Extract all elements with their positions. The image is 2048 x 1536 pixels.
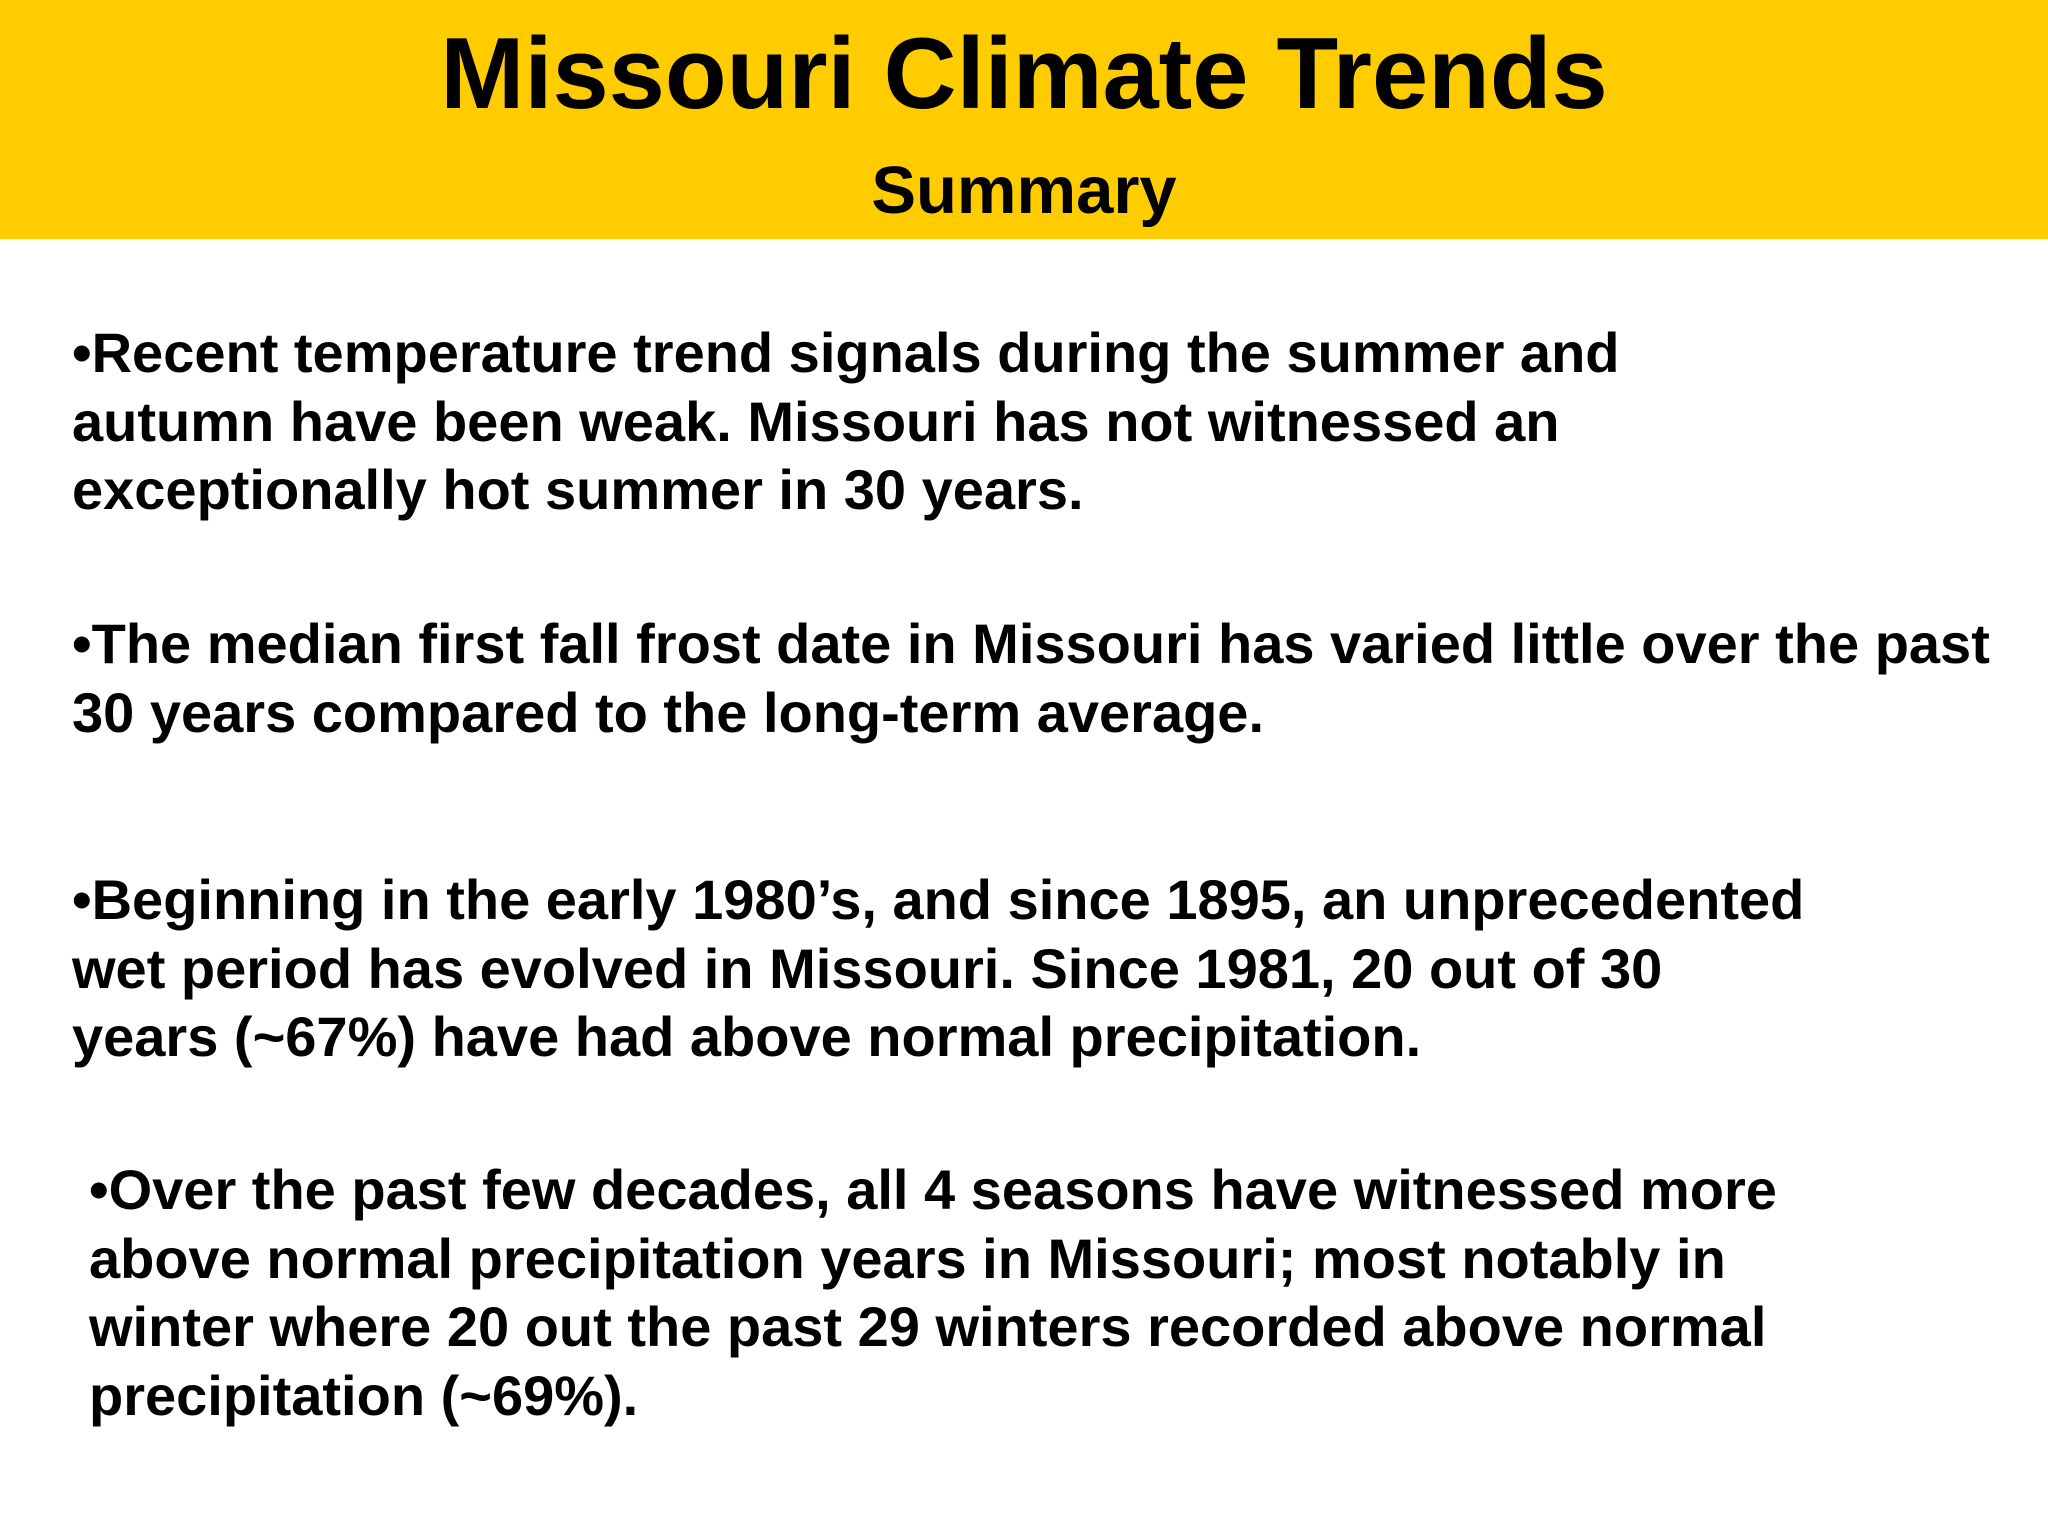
bullet-line: years (~67%) have had above normal preci… — [72, 1005, 1422, 1068]
bullet: •The median first fall frost date in Mis… — [72, 610, 1990, 747]
bullet-line: winter where 20 out the past 29 winters … — [89, 1295, 1767, 1358]
bullet-line: •Beginning in the early 1980’s, and sinc… — [72, 868, 1805, 931]
bullet-line: •Recent temperature trend signals during… — [72, 321, 1620, 384]
bullet-line: •The median first fall frost date in Mis… — [72, 612, 1990, 675]
bullet-line: •Over the past few decades, all 4 season… — [89, 1158, 1777, 1221]
subtitle: Summary — [871, 153, 1177, 228]
title: Missouri Climate Trends — [440, 18, 1608, 130]
bullet-line: autumn have been weak. Missouri has not … — [72, 389, 1560, 453]
bullet: •Beginning in the early 1980’s, and sinc… — [72, 866, 1804, 1072]
bullet-line: exceptionally hot summer in 30 years. — [72, 458, 1084, 521]
bullet-line: precipitation (~69%). — [89, 1363, 639, 1427]
header-band: Missouri Climate Trends Summary — [0, 0, 2048, 239]
bullet: •Over the past few decades, all 4 season… — [89, 1156, 1777, 1430]
bullet-line: wet period has evolved in Missouri. Sinc… — [72, 936, 1663, 1000]
bullet-line: 30 years compared to the long-term avera… — [72, 680, 1264, 744]
bullet: •Recent temperature trend signals during… — [72, 319, 1620, 525]
bullet-line: above normal precipitation years in Miss… — [89, 1226, 1726, 1290]
